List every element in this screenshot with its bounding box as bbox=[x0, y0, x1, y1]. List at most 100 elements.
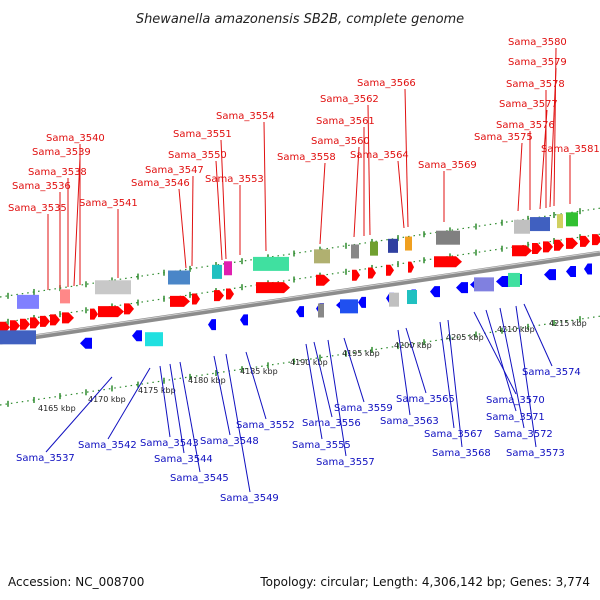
label-leader bbox=[313, 341, 333, 418]
forward-gene-arrow bbox=[50, 314, 60, 326]
gene-label-sama_3578: Sama_3578 bbox=[506, 79, 565, 90]
domain-box bbox=[436, 230, 460, 245]
gene-label-sama_3554: Sama_3554 bbox=[216, 111, 275, 122]
kbp-tick-label: 4170 kbp bbox=[88, 395, 126, 404]
gene-label-sama_3543: Sama_3543 bbox=[140, 438, 199, 449]
domain-box bbox=[60, 289, 70, 304]
reverse-gene-arrow bbox=[430, 286, 440, 298]
gene-label-sama_3560: Sama_3560 bbox=[311, 136, 370, 147]
gene-label-sama_3547: Sama_3547 bbox=[145, 165, 204, 176]
domain-box bbox=[145, 332, 163, 347]
label-leader bbox=[159, 365, 171, 438]
label-leader bbox=[225, 353, 251, 493]
gene-label-sama_3561: Sama_3561 bbox=[316, 116, 375, 127]
label-leader bbox=[485, 309, 517, 412]
reverse-gene-arrow bbox=[566, 265, 576, 277]
domain-box bbox=[253, 256, 289, 271]
domain-box bbox=[514, 219, 530, 234]
label-leader bbox=[404, 88, 409, 228]
label-leader bbox=[353, 146, 360, 238]
gene-label-sama_3581: Sama_3581 bbox=[541, 144, 600, 155]
forward-gene-arrow bbox=[124, 303, 134, 315]
genome-track bbox=[0, 207, 600, 407]
forward-gene-arrow bbox=[592, 234, 600, 246]
forward-gene-arrow bbox=[90, 308, 98, 320]
domain-box bbox=[530, 217, 550, 232]
kbp-scale: 4165 kbp 4170 kbp 4175 kbp 4180 kbp 4185 kbp… bbox=[38, 319, 587, 413]
forward-gene-arrow bbox=[40, 315, 50, 327]
kbp-tick-label: 4210 kbp bbox=[497, 325, 535, 334]
kbp-tick-label: 4175 kbp bbox=[138, 386, 176, 395]
kbp-tick-label: 4200 kbp bbox=[394, 341, 432, 350]
reverse-gene-arrow bbox=[496, 276, 510, 288]
forward-gene-arrow bbox=[386, 264, 394, 276]
reverse-gene-arrow bbox=[358, 296, 366, 308]
topology-label: Topology: circular; Length: 4,306,142 bp… bbox=[260, 575, 590, 589]
domain-box bbox=[168, 270, 190, 285]
label-leader bbox=[169, 363, 185, 454]
forward-gene-arrow bbox=[566, 237, 578, 249]
gene-label-sama_3546: Sama_3546 bbox=[131, 178, 190, 189]
gene-label-sama_3537: Sama_3537 bbox=[16, 453, 75, 464]
reverse-gene-arrow bbox=[132, 330, 142, 342]
forward-gene-arrow bbox=[30, 317, 40, 329]
label-leader bbox=[499, 307, 525, 429]
domain-box bbox=[212, 264, 222, 279]
domain-box bbox=[370, 241, 378, 256]
kbp-tick-label: 4185 kbp bbox=[240, 367, 278, 376]
gene-label-sama_3573: Sama_3573 bbox=[506, 448, 565, 459]
domain-box bbox=[340, 299, 358, 314]
gene-label-sama_3579: Sama_3579 bbox=[508, 57, 567, 68]
gene-label-sama_3540: Sama_3540 bbox=[46, 133, 105, 144]
gene-label-sama_3536: Sama_3536 bbox=[12, 181, 71, 192]
gene-label-sama_3559: Sama_3559 bbox=[334, 403, 393, 414]
gene-label-sama_3552: Sama_3552 bbox=[236, 420, 295, 431]
gene-label-sama_3544: Sama_3544 bbox=[154, 454, 213, 465]
forward-gene-arrow bbox=[192, 293, 200, 305]
gene-label-sama_3556: Sama_3556 bbox=[302, 418, 361, 429]
accession-label: Accession: NC_008700 bbox=[8, 575, 145, 589]
label-leader bbox=[107, 367, 151, 440]
label-leader bbox=[179, 361, 201, 473]
kbp-tick-label: 4165 kbp bbox=[38, 404, 76, 413]
forward-gene-arrow bbox=[316, 274, 330, 286]
gene-label-sama_3545: Sama_3545 bbox=[170, 473, 229, 484]
gene-label-sama_3564: Sama_3564 bbox=[350, 150, 409, 161]
domain-box bbox=[224, 261, 232, 276]
domain-box bbox=[474, 277, 494, 292]
domain-box bbox=[508, 272, 520, 287]
reverse-gene-arrow bbox=[80, 337, 92, 349]
domain-box bbox=[95, 280, 131, 295]
forward-gene-arrow bbox=[580, 235, 590, 247]
forward-gene-arrow bbox=[434, 256, 462, 268]
label-leader bbox=[397, 160, 405, 229]
kbp-tick-label: 4215 kbp bbox=[549, 319, 587, 328]
label-leader bbox=[327, 339, 347, 457]
gene-label-sama_3566: Sama_3566 bbox=[357, 78, 416, 89]
gene-label-sama_3538: Sama_3538 bbox=[28, 167, 87, 178]
gene-label-sama_3570: Sama_3570 bbox=[486, 395, 545, 406]
forward-gene-arrow bbox=[226, 288, 234, 300]
forward-gene-arrow bbox=[256, 282, 290, 294]
gene-label-sama_3541: Sama_3541 bbox=[79, 198, 138, 209]
reverse-gene-arrow bbox=[296, 306, 304, 318]
forward-gene-arrow bbox=[0, 321, 10, 333]
genome-title: Shewanella amazonensis SB2B, complete ge… bbox=[136, 12, 464, 27]
kbp-tick-label: 4195 kbp bbox=[342, 349, 380, 358]
domain-box bbox=[407, 290, 417, 305]
label-leader bbox=[405, 327, 427, 394]
label-leader bbox=[517, 142, 523, 212]
gene-label-sama_3535: Sama_3535 bbox=[8, 203, 67, 214]
domain-box bbox=[405, 236, 412, 251]
forward-gene-arrow bbox=[170, 295, 190, 307]
domain-box bbox=[388, 238, 398, 253]
gene-label-sama_3550: Sama_3550 bbox=[168, 150, 227, 161]
forward-gene-labels: Sama_3535 Sama_3536 Sama_3538 Sama_3539 Sama… bbox=[8, 37, 600, 290]
gene-label-sama_3565: Sama_3565 bbox=[396, 394, 455, 405]
forward-gene-arrow bbox=[62, 312, 74, 324]
forward-gene-arrow bbox=[20, 318, 30, 330]
label-leader bbox=[553, 47, 557, 207]
middle-tick-line bbox=[0, 233, 600, 325]
